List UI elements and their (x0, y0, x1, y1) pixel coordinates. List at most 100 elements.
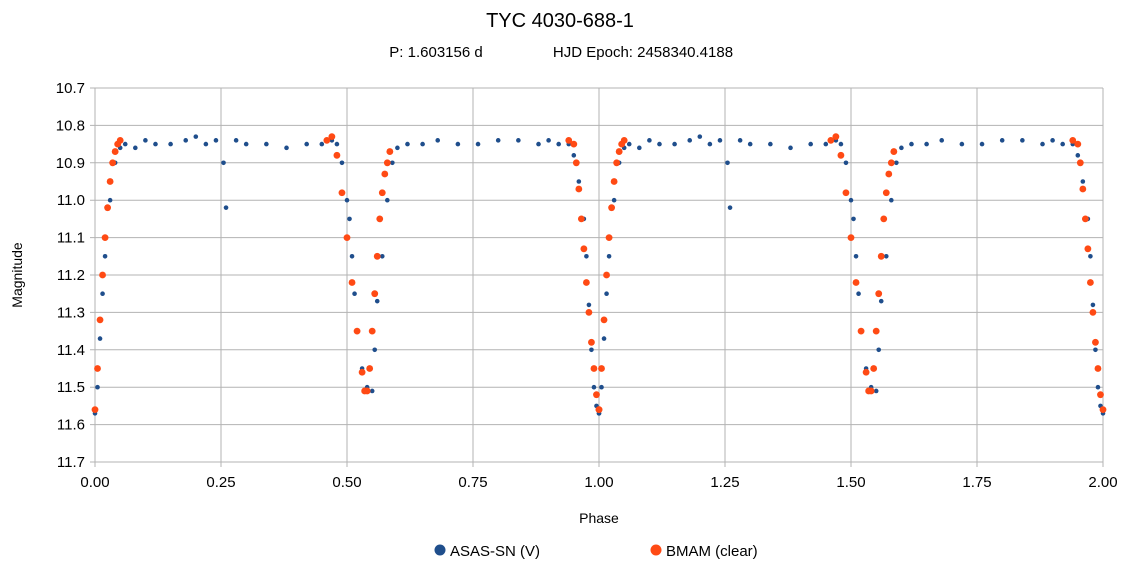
data-point (872, 327, 880, 335)
data-point (852, 279, 860, 286)
data-point (353, 327, 361, 335)
data-point (593, 391, 600, 399)
data-point (899, 145, 904, 151)
legend-marker-asas-sn (434, 544, 446, 556)
data-point (395, 145, 400, 151)
data-point (601, 336, 607, 341)
data-point (876, 347, 882, 353)
data-point (349, 253, 355, 259)
data-point (546, 138, 551, 143)
data-point (600, 316, 608, 324)
x-tick-label: 0.75 (458, 474, 487, 491)
data-point (572, 159, 580, 167)
data-point (372, 347, 378, 353)
data-point (233, 138, 239, 143)
data-point (827, 136, 835, 144)
data-point (584, 253, 589, 259)
data-point (565, 136, 573, 144)
data-point (768, 141, 773, 147)
data-point (737, 138, 743, 143)
data-point (371, 290, 379, 298)
data-point (352, 291, 357, 297)
data-point (1087, 279, 1094, 286)
data-point (99, 271, 106, 279)
data-point (843, 160, 849, 166)
data-point (856, 291, 861, 297)
data-point (832, 133, 840, 141)
data-point (571, 153, 577, 158)
data-point (590, 365, 598, 372)
data-point (870, 365, 878, 372)
data-point (1050, 138, 1055, 143)
data-point (939, 138, 945, 143)
data-point (102, 253, 108, 259)
data-point (203, 141, 209, 147)
y-tick-label: 11.7 (57, 454, 85, 471)
data-point (363, 387, 371, 395)
data-point (583, 279, 590, 286)
data-point (338, 189, 346, 197)
data-point (116, 136, 124, 144)
data-point (1076, 159, 1084, 167)
data-point (979, 141, 985, 147)
data-point (847, 234, 855, 242)
data-point (1094, 365, 1102, 372)
data-point (687, 138, 693, 143)
data-point (808, 141, 813, 147)
data-point (890, 148, 898, 155)
chart-subtitle-period: P: 1.603156 d (389, 44, 482, 61)
data-point (873, 388, 879, 394)
data-point (348, 279, 356, 286)
data-point (100, 291, 105, 297)
data-point (727, 205, 733, 210)
data-point (851, 216, 856, 222)
data-point (1092, 338, 1099, 346)
data-point (376, 215, 384, 223)
data-point (319, 141, 325, 147)
x-tick-label: 1.50 (836, 474, 865, 491)
data-point (495, 138, 501, 143)
data-point (339, 160, 345, 166)
y-tick-label: 11.3 (57, 304, 85, 321)
data-point (883, 253, 889, 259)
data-point (193, 134, 199, 139)
data-point (96, 316, 104, 324)
y-tick-label: 11.0 (57, 192, 85, 209)
data-point (344, 197, 350, 203)
data-point (1099, 406, 1107, 414)
data-point (153, 141, 158, 147)
data-point (570, 140, 578, 148)
data-point (1095, 384, 1101, 390)
legend-label-asas-sn: ASAS-SN (V) (450, 543, 540, 560)
data-point (1088, 253, 1093, 259)
data-point (586, 302, 592, 308)
y-tick-label: 11.5 (57, 379, 85, 396)
data-point (374, 298, 380, 304)
x-tick-label: 2.00 (1088, 474, 1117, 491)
data-point (94, 365, 101, 372)
data-point (143, 138, 148, 143)
data-point (390, 160, 395, 166)
data-point (373, 252, 381, 260)
data-point (435, 138, 441, 143)
x-tick-label: 1.00 (584, 474, 613, 491)
data-point (284, 145, 289, 151)
legend: ASAS-SN (V) BMAM (clear) (434, 543, 758, 560)
data-point (385, 197, 390, 203)
data-point (1080, 179, 1086, 184)
data-point (697, 134, 703, 139)
legend-label-bmam: BMAM (clear) (666, 543, 758, 560)
data-point (880, 215, 888, 223)
data-point (347, 216, 352, 222)
data-point (1089, 309, 1097, 316)
data-point (358, 368, 366, 376)
data-point (885, 170, 893, 178)
data-point (867, 387, 875, 395)
data-point (455, 141, 461, 147)
data-point (887, 159, 895, 167)
data-point (1074, 140, 1082, 148)
data-point (97, 336, 103, 341)
data-point (823, 141, 829, 147)
data-point (707, 141, 713, 147)
data-point (334, 141, 340, 147)
